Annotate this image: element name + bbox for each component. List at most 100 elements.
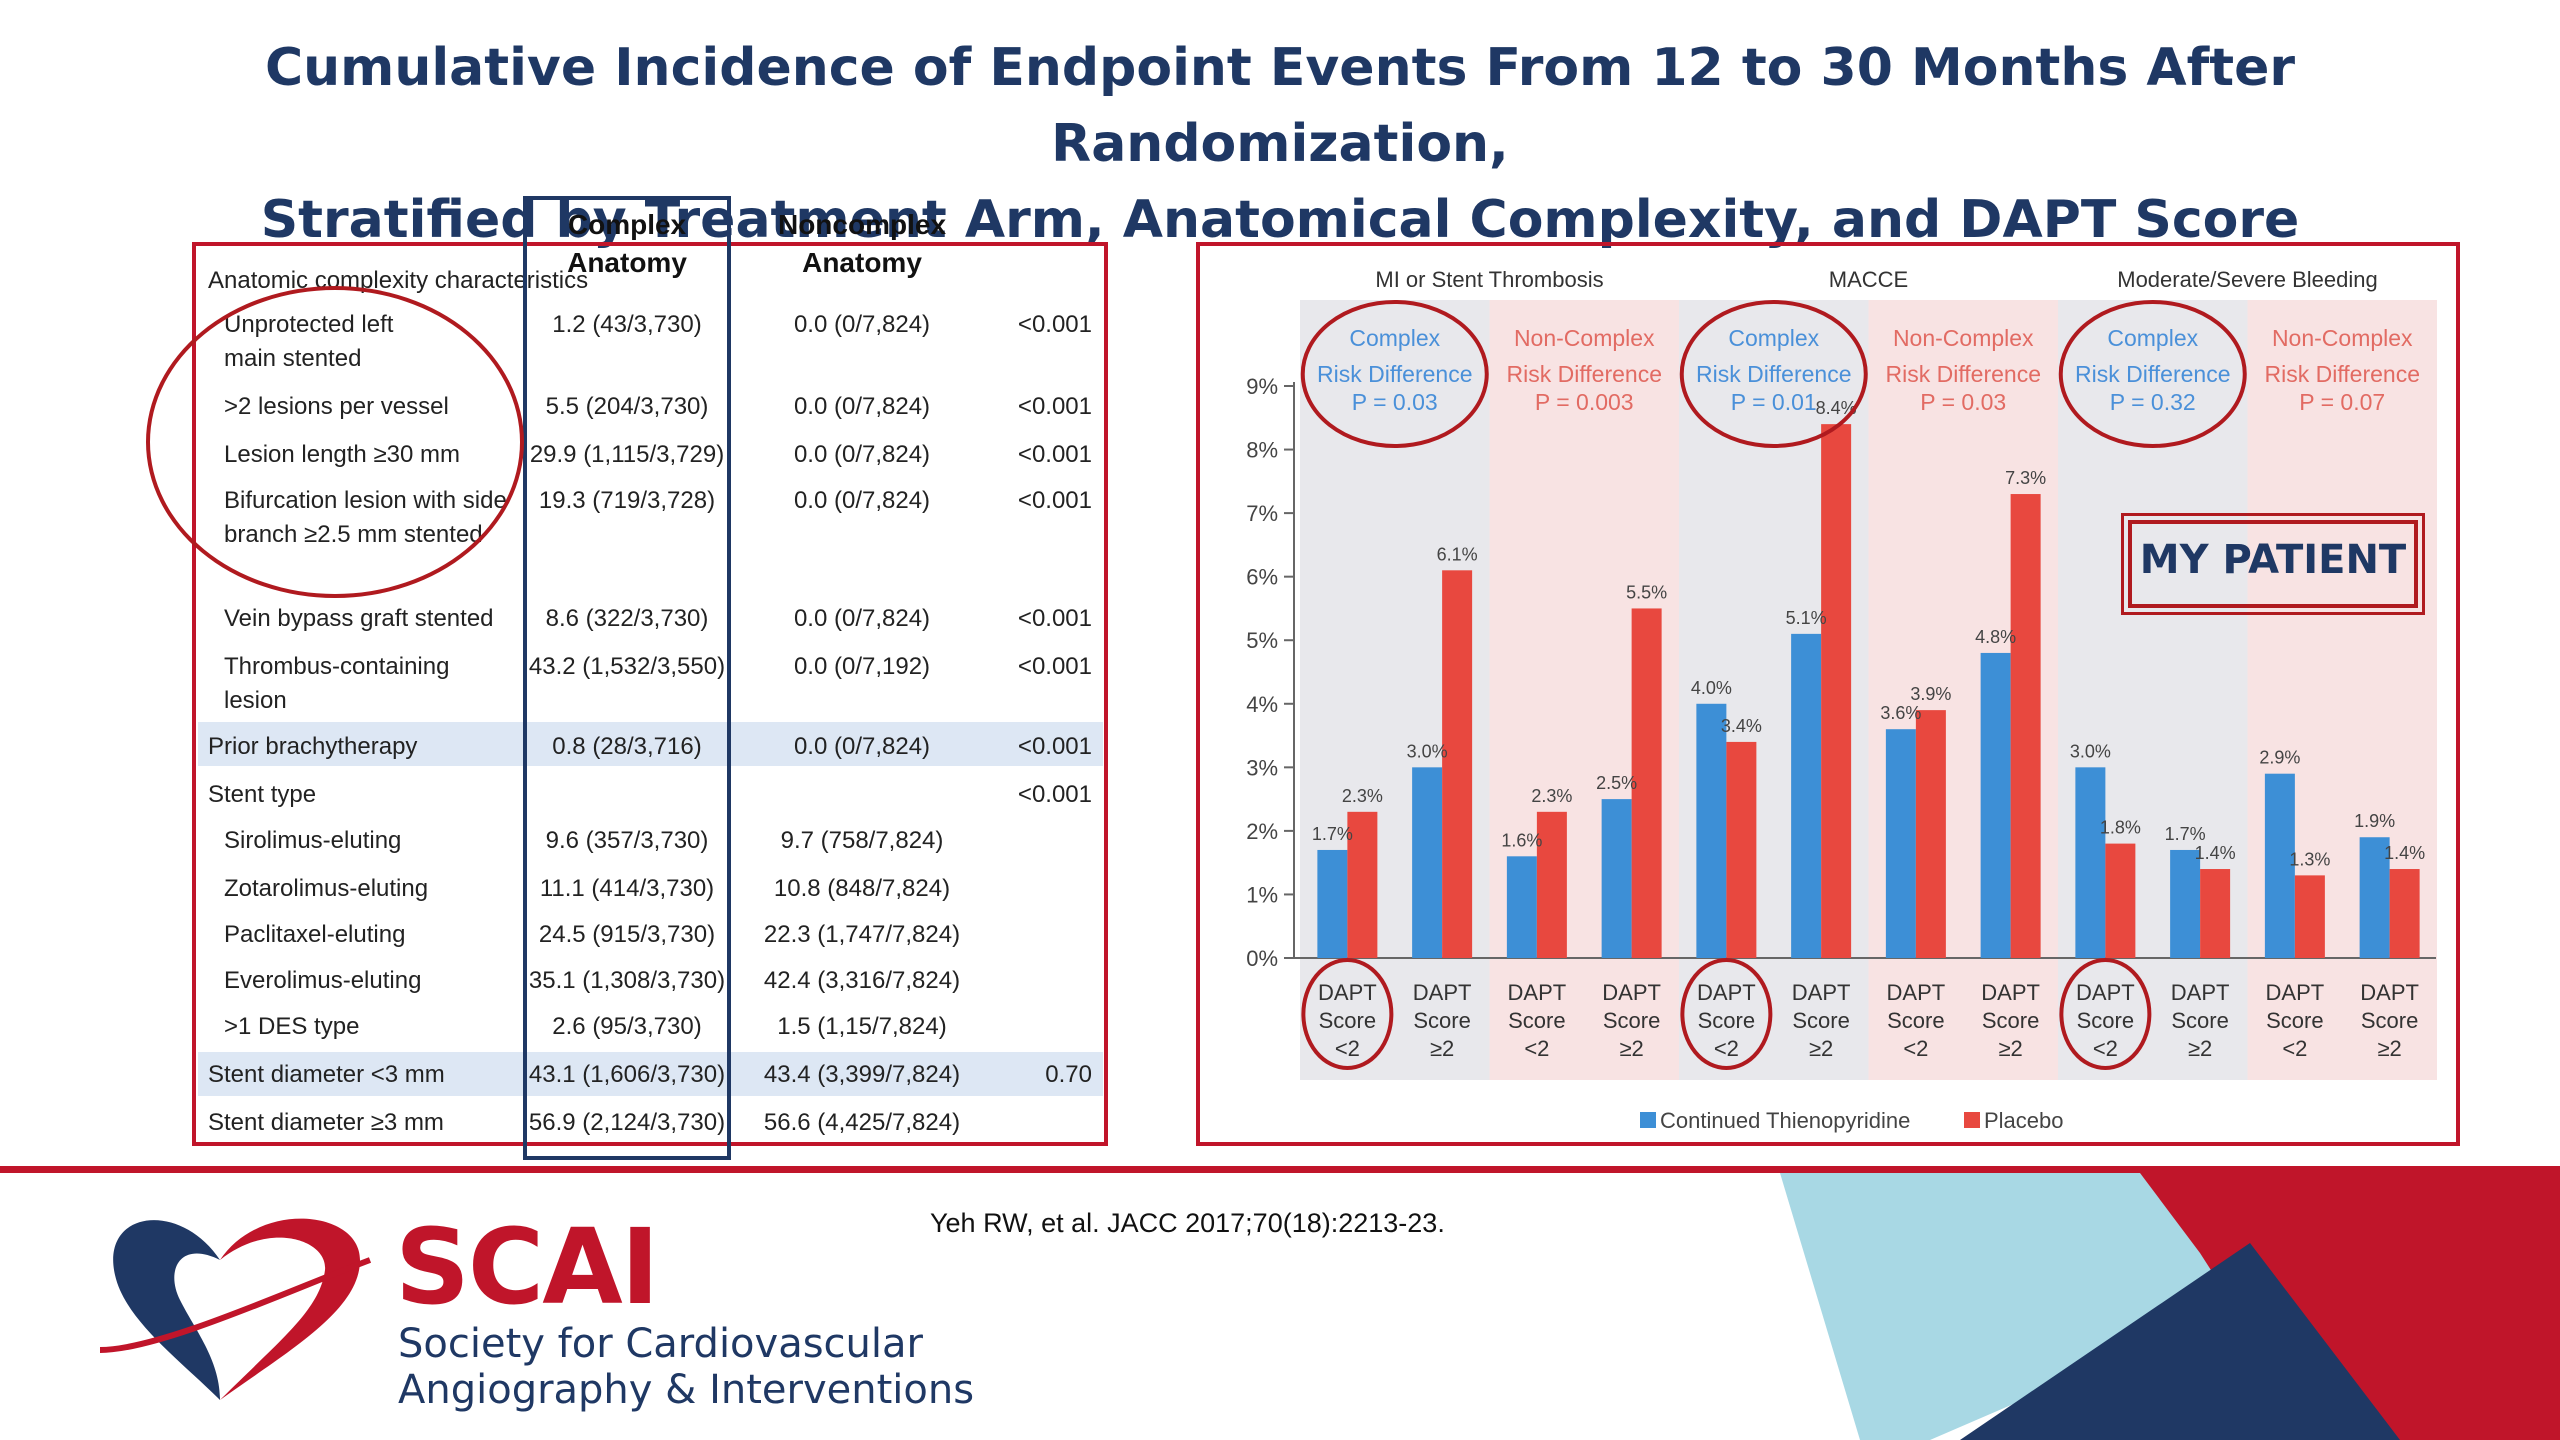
- y-tick-label: 3%: [1246, 755, 1278, 780]
- p-value-label: P = 0.07: [2299, 389, 2385, 415]
- data-label-thienopyridine: 4.8%: [1975, 627, 2016, 647]
- x-category-label: Score: [2077, 1008, 2134, 1033]
- brand-name: SCAI: [395, 1206, 659, 1328]
- table-cell-complex: 1.2 (43/3,730): [552, 311, 702, 338]
- x-category-label: DAPT: [2360, 980, 2419, 1005]
- table-cell-complex: 2.6 (95/3,730): [552, 1013, 702, 1040]
- x-category-label: ≥2: [1998, 1036, 2022, 1061]
- y-tick-label: 6%: [1246, 565, 1278, 590]
- bar-continued-thienopyridine: [2264, 773, 2295, 958]
- x-category-label: DAPT: [1792, 980, 1851, 1005]
- table-cell-p-value: <0.001: [1017, 441, 1092, 468]
- x-category-label: DAPT: [1413, 980, 1472, 1005]
- table-cell-complex: 35.1 (1,308/3,730): [528, 967, 726, 994]
- subgroup-name: Non-Complex: [2272, 325, 2413, 351]
- y-tick-label: 2%: [1246, 819, 1278, 844]
- risk-difference-label: Risk Difference: [2264, 361, 2420, 387]
- x-category-label: ≥2: [2377, 1036, 2401, 1061]
- y-tick-label: 8%: [1246, 438, 1278, 463]
- table-cell-complex: 0.8 (28/3,716): [552, 733, 702, 760]
- row-highlight-brachytherapy: [198, 722, 1103, 766]
- brand-line-2: Angiography & Interventions: [398, 1367, 975, 1413]
- table-cell-noncomplex: 1.5 (1,15/7,824): [777, 1013, 947, 1040]
- citation: Yeh RW, et al. JACC 2017;70(18):2213-23.: [930, 1208, 1445, 1238]
- y-tick-label: 4%: [1246, 692, 1278, 717]
- table-cell-p-value: <0.001: [1017, 733, 1092, 760]
- data-label-placebo: 5.5%: [1626, 582, 1667, 602]
- table-row-label: Prior brachytherapy: [208, 733, 418, 760]
- data-label-placebo: 1.4%: [2195, 843, 2236, 863]
- x-category-label: Score: [1319, 1008, 1376, 1033]
- x-category-label: ≥2: [1619, 1036, 1643, 1061]
- risk-difference-label: Risk Difference: [1506, 361, 1662, 387]
- column-header-complex-line-1: Complex: [567, 209, 687, 240]
- subgroup-background: [2247, 300, 2437, 1080]
- complex-header-circle-annotation: [1679, 300, 1868, 448]
- data-label-thienopyridine: 1.9%: [2354, 811, 2395, 831]
- table-row-label: >1 DES type: [224, 1013, 360, 1040]
- table-row-label: Stent diameter ≥3 mm: [208, 1109, 444, 1136]
- table-row-label: Zotarolimus-eluting: [224, 875, 429, 902]
- subgroup-name: Non-Complex: [1893, 325, 2034, 351]
- table-cell-noncomplex: 56.6 (4,425/7,824): [763, 1109, 961, 1136]
- x-category-label: Score: [2171, 1008, 2228, 1033]
- dapt-low-circle-annotation: [1680, 958, 1773, 1070]
- x-category-label: Score: [1413, 1008, 1470, 1033]
- bar-continued-thienopyridine: [1506, 856, 1537, 958]
- table-cell-complex: 8.6 (322/3,730): [545, 605, 709, 632]
- table-row-label: Everolimus-eluting: [224, 967, 422, 994]
- table-cell-complex: 43.1 (1,606/3,730): [528, 1061, 726, 1088]
- x-category-label: ≥2: [1430, 1036, 1454, 1061]
- table-cell-p-value: <0.001: [1017, 605, 1092, 632]
- subgroup-name: Non-Complex: [1514, 325, 1655, 351]
- x-category-label: DAPT: [1981, 980, 2040, 1005]
- legend-label-placebo: Placebo: [1984, 1108, 2064, 1133]
- data-label-placebo: 1.4%: [2384, 843, 2425, 863]
- bar-placebo: [2105, 843, 2136, 958]
- data-label-thienopyridine: 3.6%: [1880, 703, 1921, 723]
- slide-title: Cumulative Incidence of Endpoint Events …: [60, 30, 2500, 258]
- x-category-label: DAPT: [1697, 980, 1756, 1005]
- table-cell-noncomplex: 0.0 (0/7,824): [793, 487, 931, 514]
- table-cell-noncomplex: 0.0 (0/7,824): [793, 441, 931, 468]
- data-label-thienopyridine: 3.0%: [1407, 741, 1448, 761]
- data-label-thienopyridine: 5.1%: [1786, 608, 1827, 628]
- data-label-placebo: 2.3%: [1342, 786, 1383, 806]
- data-label-thienopyridine: 1.7%: [2165, 824, 2206, 844]
- table-cell-noncomplex: 9.7 (758/7,824): [780, 827, 944, 854]
- table-cell-noncomplex: 0.0 (0/7,824): [793, 733, 931, 760]
- bar-placebo: [1347, 811, 1378, 958]
- table-cell-complex: 43.2 (1,532/3,550): [528, 653, 726, 680]
- data-label-placebo: 6.1%: [1437, 544, 1478, 564]
- bar-placebo: [1821, 424, 1852, 959]
- data-label-placebo: 3.4%: [1721, 716, 1762, 736]
- y-tick-label: 7%: [1246, 501, 1278, 526]
- legend-swatch-placebo: [1964, 1112, 1980, 1128]
- table-cell-complex: 9.6 (357/3,730): [545, 827, 709, 854]
- x-category-label: Score: [1792, 1008, 1849, 1033]
- table-row-label: Thrombus-containing lesion: [224, 653, 450, 714]
- table-cell-complex: 5.5 (204/3,730): [545, 393, 709, 420]
- table-cell-noncomplex: 22.3 (1,747/7,824): [763, 921, 961, 948]
- y-tick-label: 0%: [1246, 946, 1278, 971]
- p-value-label: P = 0.03: [1352, 389, 1438, 415]
- footer-decoration: [1780, 1173, 2560, 1440]
- complexity-oval-annotation: [146, 286, 524, 598]
- panel-title: Moderate/Severe Bleeding: [2117, 267, 2378, 292]
- table-cell-complex: 29.9 (1,115/3,729): [529, 441, 725, 468]
- table-cell-noncomplex: 0.0 (0/7,824): [793, 393, 931, 420]
- scai-heart-logo: [99, 1218, 372, 1400]
- x-category-label: DAPT: [2076, 980, 2135, 1005]
- data-label-placebo: 8.4%: [1816, 398, 1857, 418]
- table-cell-p-value: <0.001: [1017, 487, 1092, 514]
- panel-title: MI or Stent Thrombosis: [1375, 267, 1603, 292]
- p-value-label: P = 0.003: [1535, 389, 1634, 415]
- table-cell-p-value: <0.001: [1017, 393, 1092, 420]
- table-row-label: Vein bypass graft stented: [224, 605, 494, 632]
- bar-placebo: [1726, 741, 1757, 958]
- x-category-label: <2: [1335, 1036, 1360, 1061]
- table-cell-p-value: <0.001: [1017, 781, 1092, 808]
- data-label-placebo: 1.8%: [2100, 818, 2141, 838]
- x-category-label: DAPT: [1602, 980, 1661, 1005]
- risk-difference-label: Risk Difference: [1317, 361, 1473, 387]
